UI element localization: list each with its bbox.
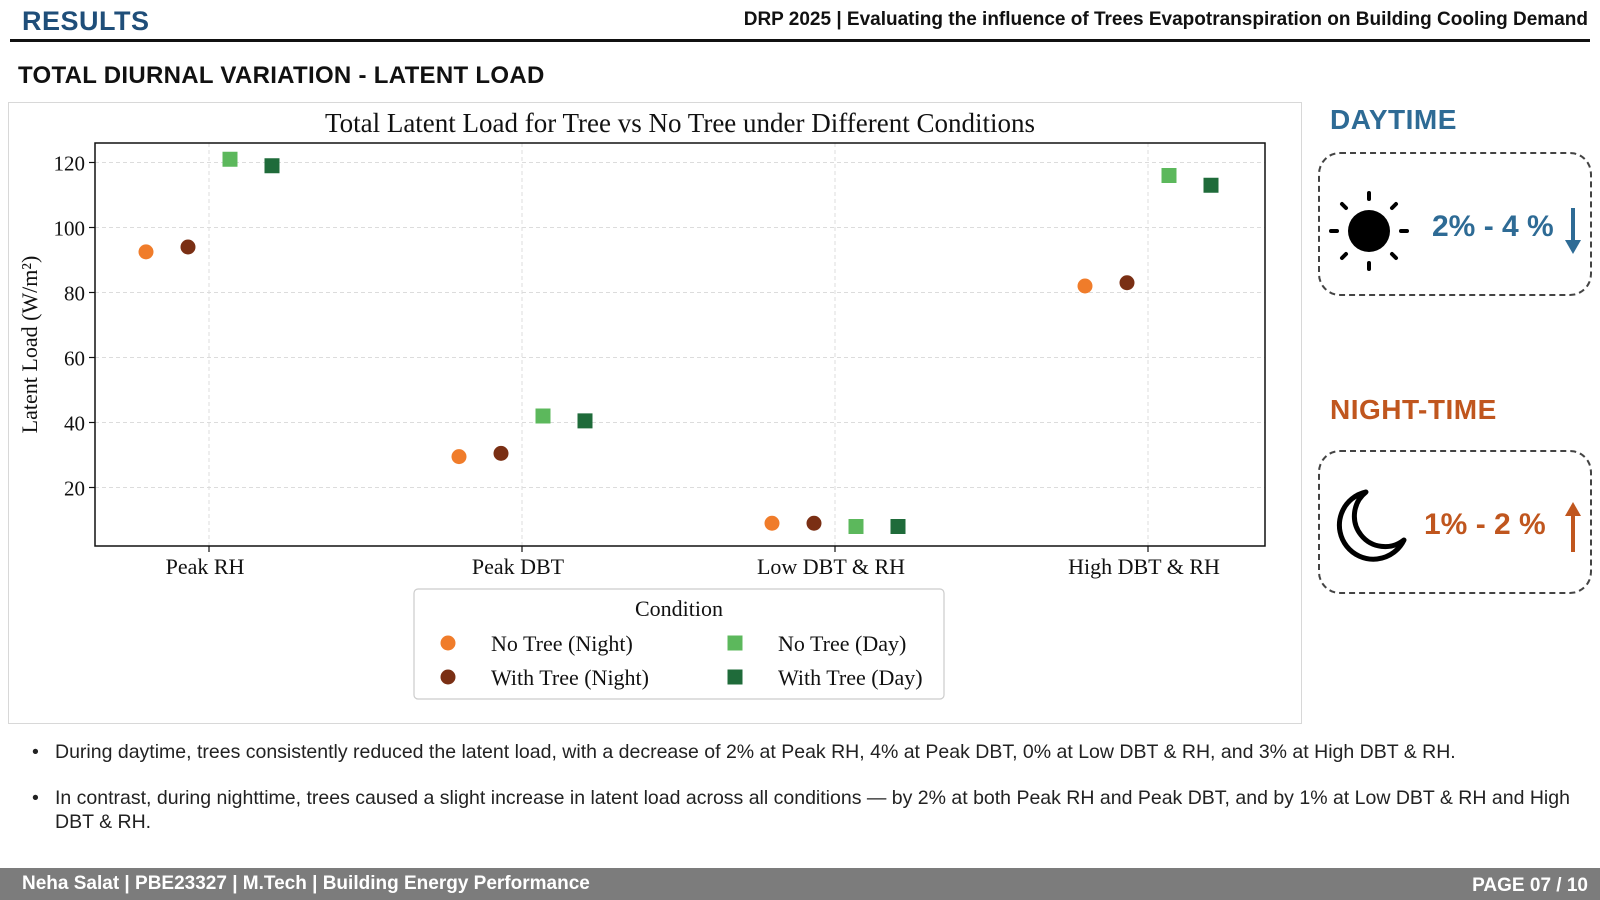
finding-daytime-text: During daytime, trees consistently reduc… [55,741,1456,763]
plot-area [94,142,1266,547]
bullet-marker: • [32,741,39,763]
y-tick-label: 100 [54,217,86,241]
daytime-change-value: 2% - 4 % [1432,210,1554,243]
nighttime-change-value: 1% - 2 % [1424,508,1546,541]
data-point [1161,168,1177,183]
y-tick-label: 20 [64,477,85,501]
data-point [264,158,280,174]
legend-box [413,588,945,700]
header-title: DRP 2025 | Evaluating the influence of T… [743,9,1588,30]
legend-marker [727,669,743,685]
finding-daytime: • During daytime, trees consistently red… [30,740,1570,764]
legend-marker [440,635,456,651]
data-point [890,519,906,534]
y-tick-label: 40 [64,412,85,436]
data-point [1203,177,1219,193]
y-tick-label: 80 [64,282,85,306]
chart-container: Total Latent Load for Tree vs No Tree un… [8,102,1302,724]
legend-label: With Tree (Day) [778,665,923,690]
y-axis-label: Latent Load (W/m²) [17,256,42,434]
nighttime-panel: 1% - 2 % [1318,450,1592,594]
data-point [138,244,154,260]
data-point [806,515,822,531]
nighttime-title: NIGHT-TIME [1330,394,1497,425]
data-point [222,151,238,167]
daytime-panel: 2% - 4 % [1318,152,1592,296]
arrow-up-icon [1565,502,1581,552]
header-divider [10,39,1590,42]
data-point [848,519,864,534]
legend-label: No Tree (Day) [778,631,906,656]
x-tick-label: Low DBT & RH [757,554,905,579]
footer-author: Neha Salat | PBE23327 | M.Tech | Buildin… [22,873,590,894]
x-tick-label: Peak DBT [472,554,565,579]
moon-icon [1336,489,1407,562]
legend-title: Condition [635,596,723,621]
arrow-down-icon [1565,208,1581,254]
finding-nighttime-text: In contrast, during nighttime, trees cau… [55,787,1570,833]
data-point [764,515,780,531]
x-tick-label: Peak RH [166,554,245,579]
daytime-title: DAYTIME [1330,104,1457,135]
data-point [535,408,551,424]
data-point [1077,278,1093,294]
page-number: PAGE 07 / 10 [1472,875,1588,896]
bullet-marker: • [32,787,39,809]
legend-marker [440,669,456,685]
footer-bar: Neha Salat | PBE23327 | M.Tech | Buildin… [0,868,1600,900]
legend-label: No Tree (Night) [491,631,633,656]
sun-icon [1329,191,1409,271]
latent-load-chart: Total Latent Load for Tree vs No Tree un… [17,108,1266,700]
data-point [451,449,467,465]
data-point [493,445,509,461]
x-tick-label: High DBT & RH [1068,554,1220,579]
legend-marker [727,635,743,651]
findings-list: • During daytime, trees consistently red… [30,740,1570,856]
finding-nighttime: • In contrast, during nighttime, trees c… [30,786,1570,834]
page-title: TOTAL DIURNAL VARIATION - LATENT LOAD [18,62,545,89]
data-point [180,239,196,255]
section-label: RESULTS [22,6,150,36]
data-point [577,413,593,429]
y-tick-label: 120 [54,152,86,176]
y-tick-label: 60 [64,347,85,371]
data-point [1119,275,1135,291]
legend-label: With Tree (Night) [491,665,649,690]
chart-title: Total Latent Load for Tree vs No Tree un… [325,108,1035,138]
